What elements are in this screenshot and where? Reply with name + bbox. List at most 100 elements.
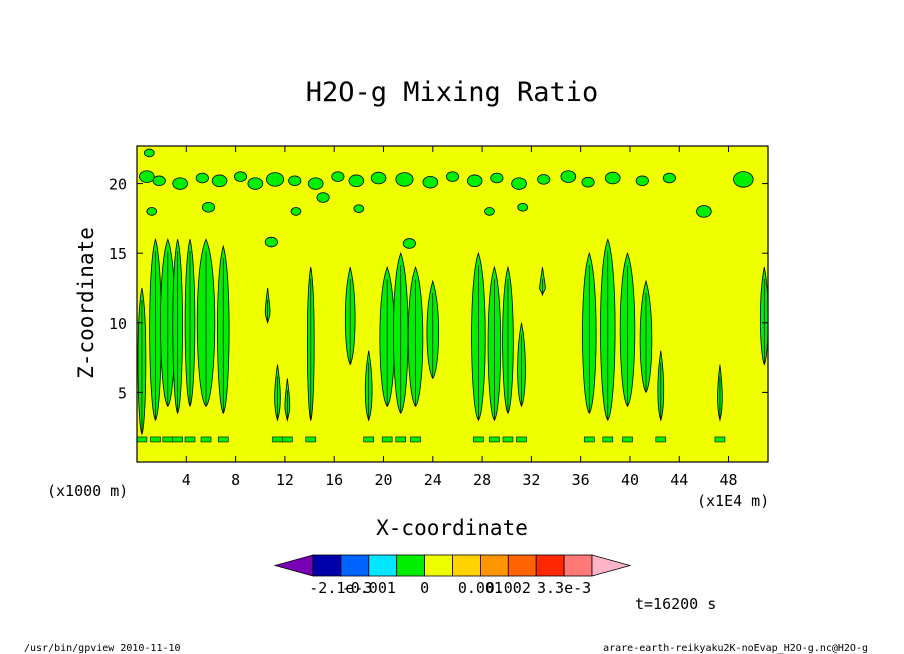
- moisture-blob: [537, 174, 551, 185]
- surface-patch: [150, 436, 161, 443]
- x-tick-label: 8: [231, 471, 240, 489]
- surface-patch: [655, 436, 667, 443]
- colorbar-tick-label: 0.002: [486, 579, 531, 597]
- surface-patch: [622, 436, 633, 443]
- colorbar-box: [563, 554, 593, 577]
- moisture-blob: [143, 148, 155, 158]
- moisture-blob: [662, 172, 676, 184]
- y-axis-label: Z-coordinate: [74, 227, 98, 379]
- moisture-blob: [604, 171, 621, 185]
- surface-patch: [172, 436, 183, 443]
- x-tick-label: 48: [720, 471, 738, 489]
- colorbar-box: [535, 554, 565, 577]
- moisture-blob: [264, 236, 278, 248]
- moisture-blob: [560, 170, 577, 183]
- x-tick-label: 12: [276, 471, 294, 489]
- y-tick-label: 5: [118, 384, 127, 402]
- moisture-blob: [511, 177, 527, 190]
- x-unit-right: (x1E4 m): [697, 492, 769, 510]
- moisture-blob: [402, 238, 416, 249]
- surface-patch: [363, 436, 374, 443]
- footer-right: arare-earth-reikyaku2K-noEvap_H2O-g.nc@H…: [603, 643, 868, 654]
- colorbar-high-extend: [591, 554, 632, 577]
- colorbar-box: [396, 554, 426, 577]
- contour-features: [137, 148, 768, 443]
- surface-patch: [381, 436, 393, 443]
- colorbar-box: [340, 554, 370, 577]
- moisture-blob: [201, 201, 216, 213]
- moisture-blob: [233, 171, 248, 182]
- surface-patch: [272, 436, 283, 443]
- moisture-blob: [247, 177, 264, 190]
- x-unit-left: (x1000 m): [47, 482, 128, 500]
- time-label: t=16200 s: [635, 595, 716, 613]
- surface-patch: [473, 436, 484, 443]
- colorbar-box: [368, 554, 398, 577]
- surface-patch: [137, 436, 148, 443]
- colorbar-box: [312, 554, 342, 577]
- y-tick-label: 20: [109, 176, 127, 194]
- surface-patch: [395, 436, 407, 443]
- moisture-blob: [211, 174, 228, 188]
- colorbar-box: [452, 554, 481, 577]
- moisture-blob: [288, 175, 302, 187]
- colorbar-tick-label: 3.3e-3: [537, 579, 591, 597]
- colorbar-tick-label: 0.001: [458, 579, 503, 597]
- x-tick-label: 36: [572, 471, 590, 489]
- surface-patch: [410, 436, 421, 443]
- moisture-blob: [484, 207, 495, 216]
- x-tick-label: 20: [374, 471, 392, 489]
- x-tick-label: 4: [182, 471, 191, 489]
- surface-patch: [714, 436, 726, 443]
- moisture-blob: [517, 202, 529, 212]
- moisture-blob: [445, 171, 460, 182]
- surface-patch: [489, 436, 500, 443]
- surface-patch: [217, 436, 229, 443]
- colorbar-tick-label: 0: [420, 579, 429, 597]
- footer-left: /usr/bin/gpview 2010-11-10: [24, 643, 181, 654]
- moisture-blob: [331, 171, 345, 182]
- moisture-blob: [172, 177, 188, 190]
- plot-frame: [136, 145, 769, 463]
- moisture-blob: [316, 192, 330, 203]
- x-tick-label: 40: [621, 471, 639, 489]
- moisture-blob: [139, 170, 155, 183]
- moisture-blob: [581, 176, 595, 188]
- moisture-blob: [146, 207, 158, 216]
- moisture-blob: [195, 172, 209, 184]
- moisture-blob: [490, 172, 504, 184]
- moisture-blob: [635, 175, 649, 187]
- colorbar-box: [479, 554, 509, 577]
- y-tick-label: 15: [109, 245, 127, 263]
- moisture-blob: [290, 207, 302, 216]
- moisture-blob: [353, 204, 365, 213]
- y-tick-label: 10: [109, 315, 127, 333]
- moisture-blob: [395, 172, 414, 187]
- surface-patch: [282, 436, 293, 443]
- x-tick-label: 16: [325, 471, 343, 489]
- surface-patch: [502, 436, 514, 443]
- chart-title: H2O-g Mixing Ratio: [306, 77, 599, 108]
- x-tick-label: 32: [522, 471, 540, 489]
- colorbar-low-extend: [273, 554, 314, 577]
- moisture-blob: [307, 177, 324, 190]
- moisture-blob: [466, 174, 483, 188]
- moisture-blob: [422, 175, 439, 189]
- moisture-blob: [696, 205, 712, 218]
- colorbar-box: [507, 554, 537, 577]
- plot-area: [136, 145, 769, 463]
- x-axis-label: X-coordinate: [376, 516, 528, 540]
- x-tick-label: 24: [424, 471, 442, 489]
- surface-patch: [516, 436, 527, 443]
- moisture-blob: [733, 171, 754, 188]
- colorbar-tick-label: -2.1e-3: [309, 579, 372, 597]
- colorbar-tick-label: -0.001: [342, 579, 396, 597]
- surface-patch: [200, 436, 212, 443]
- surface-patch: [305, 436, 317, 443]
- x-tick-label: 28: [473, 471, 491, 489]
- x-tick-label: 44: [670, 471, 688, 489]
